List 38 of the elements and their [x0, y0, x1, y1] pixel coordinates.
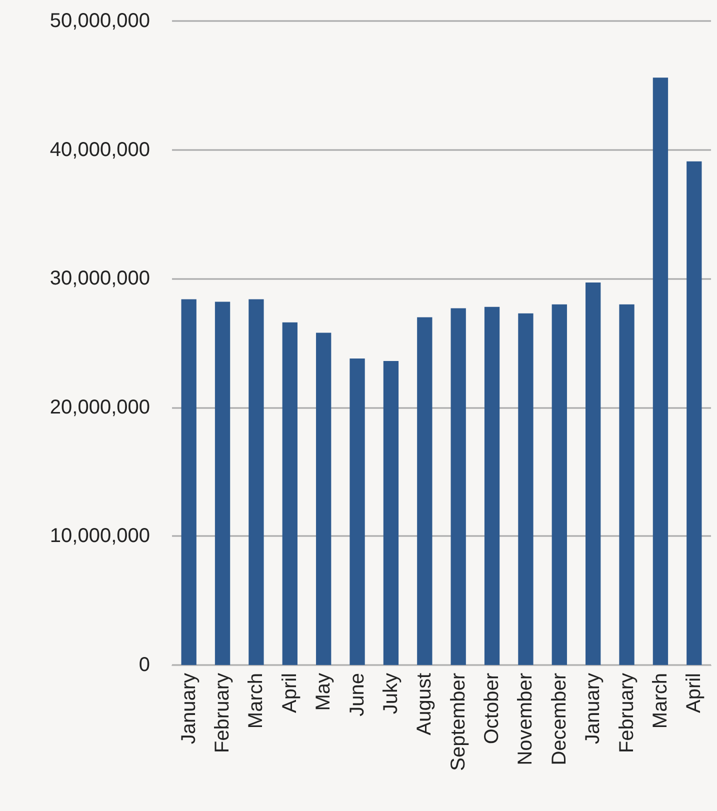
x-tick-label: April [683, 673, 706, 714]
x-tick-label: May [312, 673, 335, 711]
x-tick-label: Juky [380, 673, 402, 714]
bar [350, 358, 365, 665]
bar [214, 302, 230, 665]
bar [686, 161, 702, 665]
bar [619, 304, 634, 665]
x-tick-label: February [212, 673, 234, 754]
y-tick-label: 50,000,000 [50, 10, 150, 32]
x-tick-label: March [245, 673, 268, 729]
x-tick-label: August [414, 672, 436, 736]
bar [248, 299, 264, 665]
bar [383, 361, 399, 665]
bar [552, 304, 567, 665]
bar [518, 313, 534, 665]
y-tick-label: 30,000,000 [50, 268, 150, 290]
y-tick-label: 10,000,000 [50, 525, 150, 548]
x-tick-label: January [582, 673, 604, 744]
bar [282, 322, 298, 665]
x-tick-label: March [649, 673, 672, 729]
bar [417, 317, 432, 665]
bar [586, 282, 601, 665]
bar [450, 308, 466, 665]
y-tick-label: 0 [138, 654, 150, 676]
y-tick-label: 20,000,000 [50, 396, 150, 418]
x-tick-label: February [616, 673, 638, 754]
bar [181, 299, 196, 665]
x-tick-label: January [178, 673, 200, 744]
x-tick-label: April [278, 673, 301, 714]
y-tick-label: 40,000,000 [50, 138, 150, 161]
bar [484, 306, 500, 665]
x-tick-label: June [346, 673, 368, 716]
bar [316, 332, 332, 665]
x-tick-label: November [514, 672, 537, 766]
x-tick-label: September [447, 672, 470, 771]
x-tick-label: October [481, 672, 504, 744]
x-tick-label: December [548, 672, 570, 766]
bar [652, 78, 668, 665]
